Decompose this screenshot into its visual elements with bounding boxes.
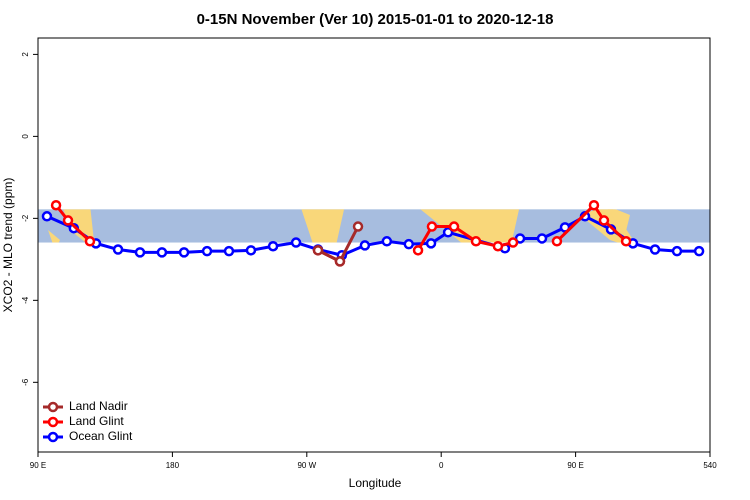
point	[426, 221, 438, 232]
land-shape	[48, 230, 60, 243]
y-tick-label: -2	[21, 214, 30, 222]
point	[507, 237, 519, 248]
legend-marker	[47, 431, 59, 443]
plot	[41, 199, 705, 267]
point	[492, 240, 504, 252]
point	[290, 237, 302, 248]
legend-label: Land Nadir	[69, 399, 128, 413]
point	[245, 245, 257, 256]
point	[598, 215, 610, 226]
point	[381, 236, 393, 247]
point	[62, 215, 74, 226]
land	[48, 209, 636, 243]
y-tick-label: -6	[21, 378, 30, 386]
y-axis-label: XCO2 - MLO trend (ppm)	[1, 178, 15, 313]
point	[201, 245, 213, 257]
point	[134, 247, 146, 258]
land-shape	[420, 209, 520, 243]
point	[50, 199, 62, 211]
point	[156, 247, 168, 258]
point	[536, 233, 548, 244]
y-tick-label: 2	[21, 52, 30, 57]
x-tick-label: 180	[166, 461, 180, 470]
land-shape	[607, 209, 630, 235]
land-shape	[301, 209, 345, 243]
x-tick-label: 90 E	[567, 461, 583, 470]
y-tick-label: 0	[21, 134, 30, 139]
plot-frame	[37, 37, 711, 453]
x-axis-label: Longitude	[349, 476, 402, 490]
point	[359, 240, 371, 251]
band-group	[38, 209, 710, 243]
point	[41, 211, 53, 222]
point	[112, 244, 124, 255]
point	[403, 238, 415, 250]
legend-label: Land Glint	[69, 414, 124, 428]
point	[588, 199, 600, 211]
point	[693, 245, 705, 257]
point	[84, 236, 96, 247]
point	[448, 221, 460, 232]
legend-label: Ocean Glint	[69, 429, 133, 443]
y-tick-label: -4	[21, 296, 30, 304]
point	[551, 236, 563, 247]
point	[312, 245, 324, 256]
legend-marker	[47, 401, 59, 413]
legend-marker	[47, 416, 59, 428]
point	[470, 236, 482, 247]
x-tick-label: 90 E	[30, 461, 46, 470]
point	[352, 221, 364, 232]
point	[267, 240, 279, 252]
point	[178, 247, 190, 258]
point	[223, 245, 235, 257]
point	[671, 245, 683, 257]
point	[620, 236, 632, 247]
point	[334, 256, 346, 267]
x-tick-label: 0	[439, 461, 444, 470]
point	[425, 238, 437, 249]
x-tick-label: 90 W	[297, 461, 316, 470]
point	[442, 227, 454, 238]
point	[649, 244, 661, 255]
point	[412, 245, 424, 256]
x-tick-label: 540	[703, 461, 717, 470]
chart-title: 0-15N November (Ver 10) 2015-01-01 to 20…	[197, 11, 554, 28]
